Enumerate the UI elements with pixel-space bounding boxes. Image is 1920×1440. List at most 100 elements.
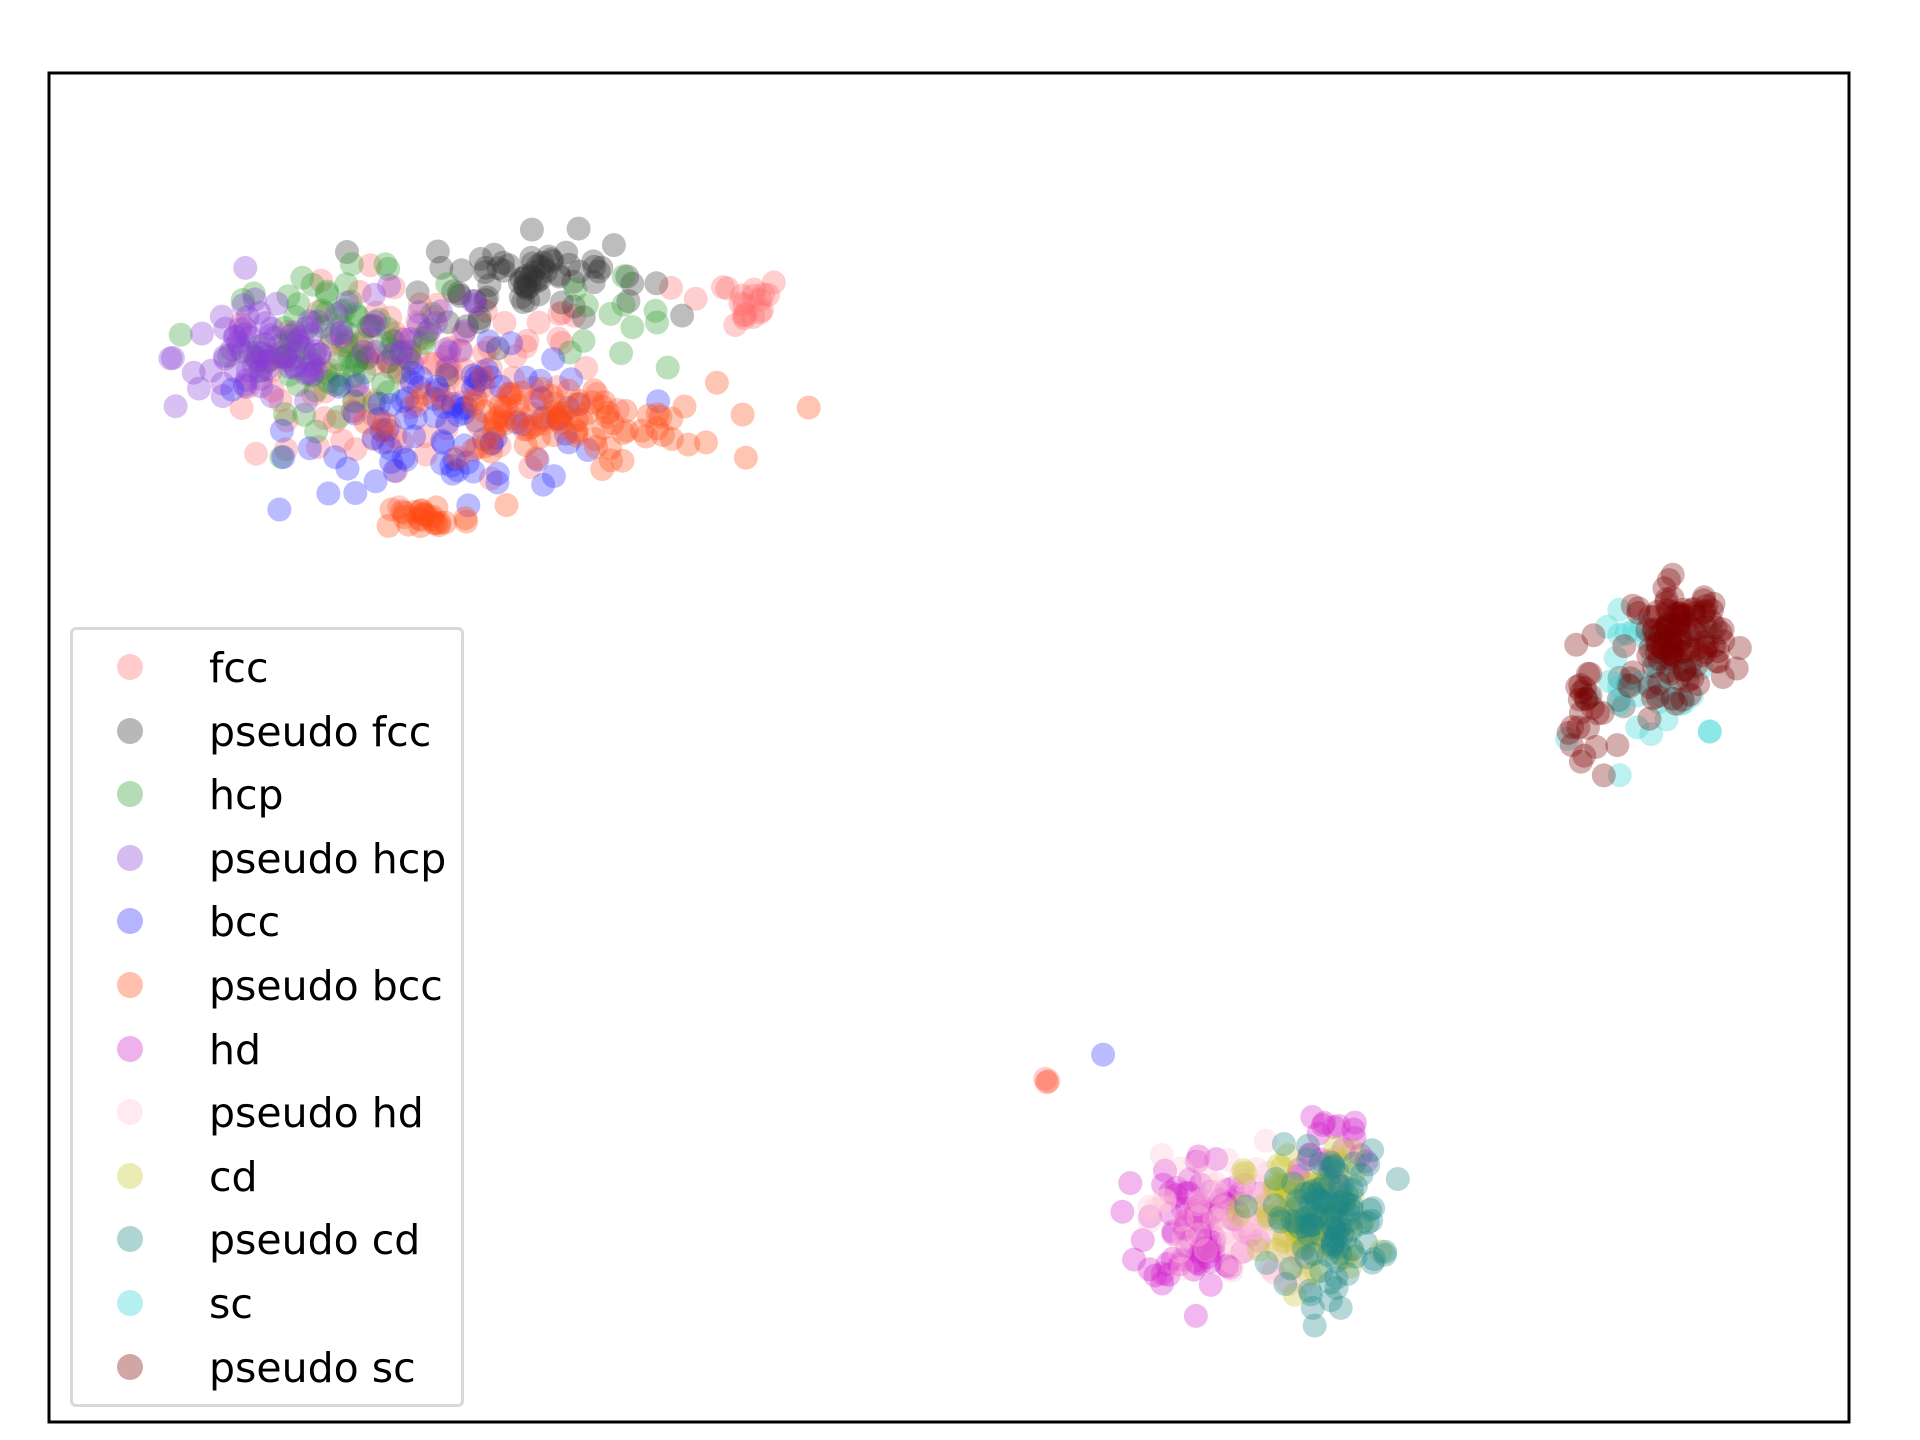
data-point	[308, 341, 332, 366]
data-point	[1034, 1070, 1059, 1095]
data-point	[1233, 1161, 1258, 1185]
data-point	[471, 374, 496, 399]
data-point	[1692, 599, 1717, 623]
data-point	[213, 346, 238, 371]
data-point	[296, 360, 321, 385]
data-point	[339, 252, 364, 277]
data-point	[323, 445, 348, 470]
data-point	[1654, 613, 1679, 638]
data-point	[304, 419, 329, 444]
data-point	[1708, 620, 1733, 645]
data-point	[1710, 617, 1735, 642]
data-point	[210, 384, 235, 409]
data-point	[347, 383, 372, 408]
data-point	[1673, 657, 1697, 682]
data-point	[471, 366, 496, 391]
data-point	[1314, 1236, 1339, 1261]
data-point	[748, 287, 773, 312]
data-point	[1614, 621, 1639, 646]
data-point	[259, 316, 284, 341]
data-point	[286, 372, 311, 397]
data-point	[1152, 1189, 1177, 1213]
data-point	[1318, 1156, 1342, 1181]
data-point	[609, 341, 634, 366]
legend-label: cd	[209, 1152, 258, 1201]
data-point	[422, 386, 447, 411]
data-point	[1651, 617, 1676, 642]
data-point	[335, 240, 359, 264]
data-point	[526, 253, 551, 278]
data-point	[659, 275, 684, 300]
data-point	[294, 389, 319, 414]
data-point	[409, 366, 433, 390]
data-point	[251, 344, 276, 369]
data-point	[1340, 1185, 1365, 1210]
data-point	[1555, 726, 1580, 751]
data-point	[513, 334, 538, 359]
data-point	[297, 309, 322, 334]
data-point	[531, 407, 556, 432]
data-point	[340, 353, 365, 378]
data-point	[534, 259, 559, 284]
data-point	[1299, 1213, 1324, 1238]
data-point	[1670, 687, 1695, 712]
legend-item: pseudo sc	[73, 1340, 463, 1392]
legend-label: hcp	[209, 771, 284, 820]
data-point	[1603, 645, 1628, 670]
data-point	[529, 386, 554, 411]
data-point	[1317, 1195, 1341, 1220]
data-point	[342, 374, 367, 399]
data-point	[1190, 1195, 1215, 1220]
data-point	[1267, 1206, 1292, 1231]
data-point	[1566, 715, 1591, 740]
data-point	[1324, 1194, 1349, 1219]
data-point	[567, 259, 592, 284]
data-point	[252, 331, 277, 356]
data-point	[526, 310, 551, 335]
data-point	[319, 325, 344, 350]
data-point	[1244, 1157, 1269, 1181]
data-point	[381, 342, 406, 367]
data-point	[1657, 628, 1682, 652]
data-point	[1385, 1167, 1410, 1191]
data-point	[1285, 1240, 1310, 1265]
data-point	[1299, 1218, 1323, 1243]
data-point	[265, 291, 289, 316]
data-point	[1648, 683, 1673, 708]
data-point	[1311, 1191, 1336, 1216]
data-point	[1314, 1196, 1339, 1221]
legend-marker	[117, 1035, 143, 1062]
data-point	[1701, 591, 1726, 616]
data-point	[676, 432, 701, 457]
data-point	[394, 406, 418, 431]
data-point	[1188, 1172, 1213, 1197]
data-point	[389, 341, 413, 366]
data-point	[1607, 665, 1632, 690]
data-point	[400, 351, 425, 376]
data-point	[1211, 1195, 1236, 1220]
data-point	[519, 245, 544, 270]
data-point	[520, 251, 545, 276]
data-point	[380, 328, 405, 353]
data-point	[1607, 674, 1631, 699]
data-point	[1564, 632, 1589, 657]
data-point	[1235, 1181, 1260, 1206]
data-point	[502, 406, 527, 431]
data-point	[254, 349, 279, 374]
data-point	[526, 282, 551, 307]
data-point	[1244, 1216, 1269, 1241]
data-point	[372, 410, 397, 435]
data-point	[1188, 1239, 1213, 1264]
data-point	[1274, 1198, 1299, 1223]
data-point	[434, 337, 459, 362]
data-point	[375, 417, 400, 442]
data-point	[527, 425, 552, 450]
data-point	[1361, 1196, 1386, 1221]
data-point	[1340, 1177, 1364, 1202]
data-point	[294, 361, 319, 386]
data-point	[1192, 1207, 1217, 1232]
data-point	[404, 328, 429, 353]
data-point	[633, 424, 658, 449]
data-point	[1348, 1143, 1373, 1168]
data-point	[561, 294, 586, 319]
